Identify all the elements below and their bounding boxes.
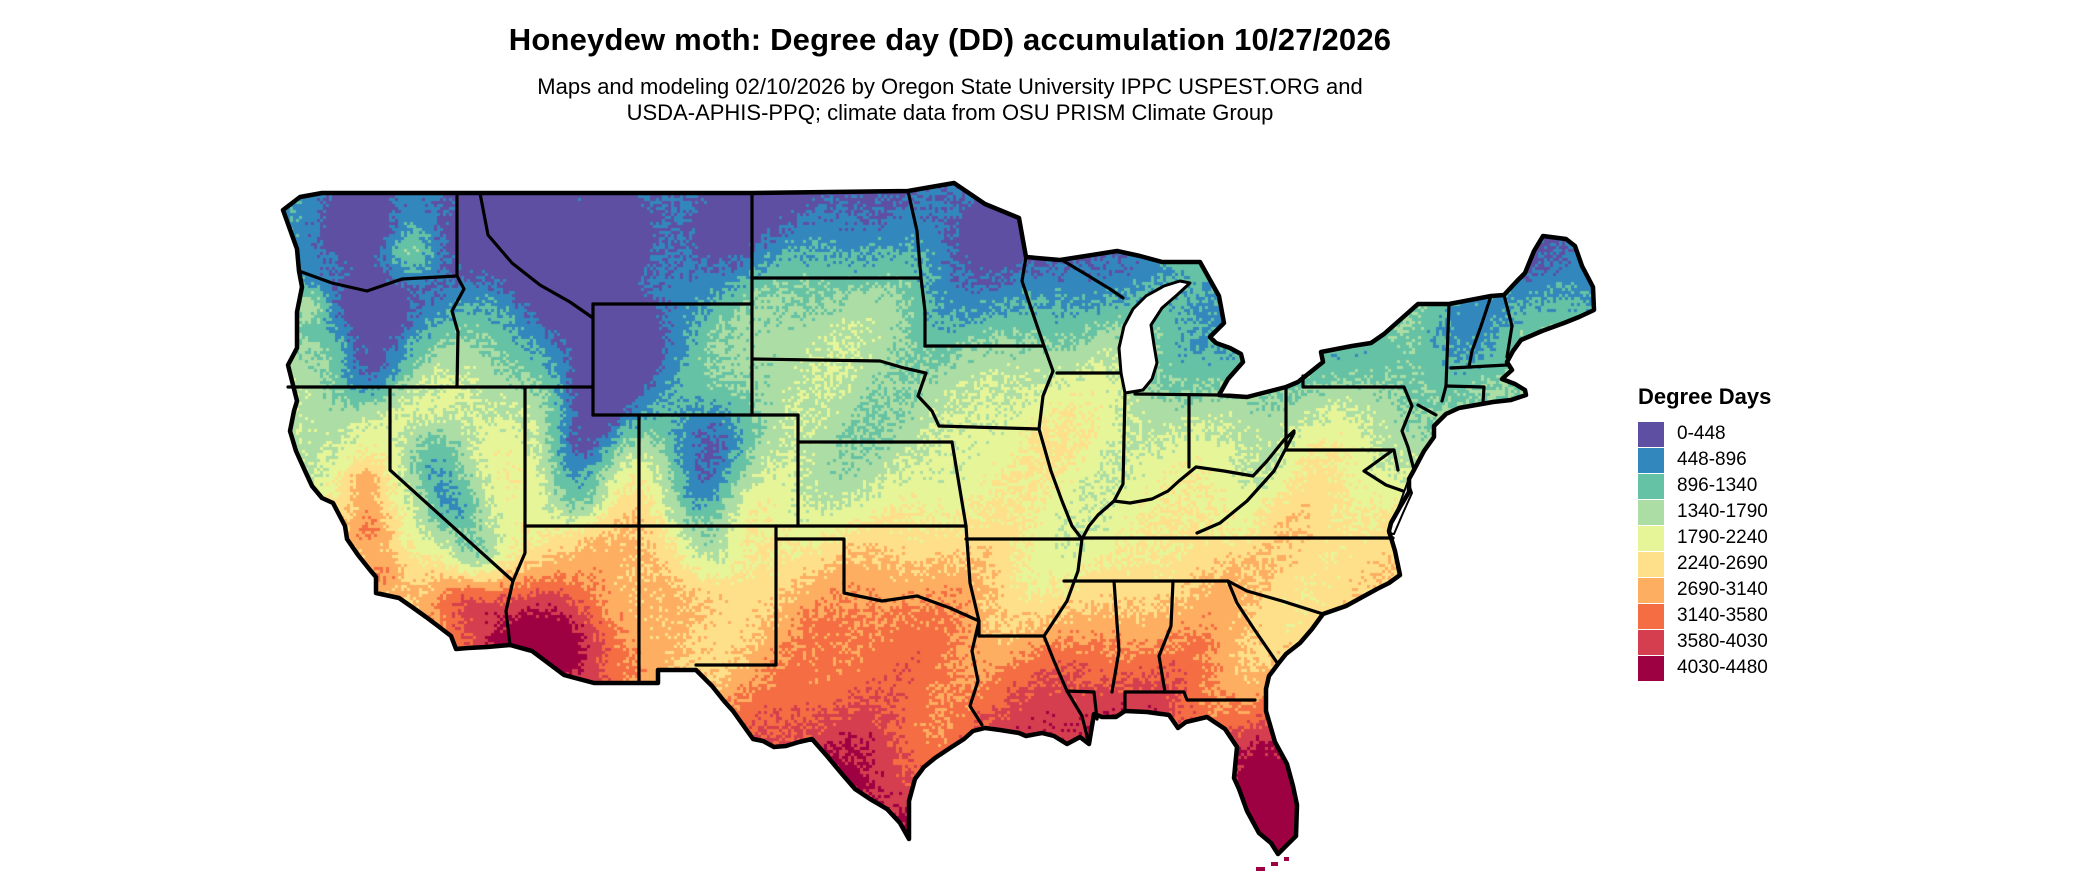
legend-swatch-2: [1638, 473, 1664, 499]
legend-swatch-4: [1638, 525, 1664, 551]
legend-swatch-6: [1638, 577, 1664, 603]
legend-title: Degree Days: [1638, 384, 1772, 409]
legend-swatch-5: [1638, 551, 1664, 577]
legend-label: 2240-2690: [1677, 553, 1768, 574]
legend-swatch-7: [1638, 603, 1664, 629]
legend-item: 0-448: [1638, 421, 1771, 447]
lake-michigan: [1117, 279, 1192, 395]
legend-label: 1790-2240: [1677, 527, 1768, 548]
legend-swatch-1: [1638, 447, 1664, 473]
legend-item: 448-896: [1638, 447, 1771, 473]
legend-swatch-0: [1638, 421, 1664, 447]
page-title: Honeydew moth: Degree day (DD) accumulat…: [508, 22, 1392, 57]
subtitle-line-1: Maps and modeling 02/10/2026 by Oregon S…: [537, 74, 1363, 99]
legend-label: 4030-4480: [1677, 657, 1768, 678]
florida-keys: [1256, 857, 1289, 871]
legend-item: 3140-3580: [1638, 603, 1771, 629]
state-borders: [286, 189, 1514, 746]
legend-label: 3140-3580: [1677, 605, 1768, 626]
legend-label: 1340-1790: [1677, 501, 1768, 522]
legend-item: 2690-3140: [1638, 577, 1771, 603]
legend-label: 896-1340: [1677, 475, 1758, 496]
legend: Degree Days 0-448 448-896 896-1340 1340-179…: [1638, 384, 1771, 681]
legend-swatch-9: [1638, 655, 1664, 681]
subtitle-line-2: USDA-APHIS-PPQ; climate data from OSU PR…: [626, 100, 1274, 125]
legend-items: 0-448 448-896 896-1340 1340-1790 1790-2240 22…: [1638, 421, 1771, 681]
us-outline: [280, 180, 1597, 857]
legend-label: 2690-3140: [1677, 579, 1768, 600]
us-degree-day-map: [272, 171, 1612, 881]
legend-item: 1340-1790: [1638, 499, 1771, 525]
legend-item: 1790-2240: [1638, 525, 1771, 551]
page-subtitle: Maps and modeling 02/10/2026 by Oregon S…: [200, 74, 1700, 126]
legend-item: 896-1340: [1638, 473, 1771, 499]
legend-label: 0-448: [1677, 423, 1726, 444]
legend-item: 3580-4030: [1638, 629, 1771, 655]
legend-swatch-8: [1638, 629, 1664, 655]
legend-label: 3580-4030: [1677, 631, 1768, 652]
legend-item: 4030-4480: [1638, 655, 1771, 681]
legend-item: 2240-2690: [1638, 551, 1771, 577]
state-borders-overlay: [280, 180, 1597, 871]
legend-label: 448-896: [1677, 449, 1747, 470]
legend-swatch-3: [1638, 499, 1664, 525]
